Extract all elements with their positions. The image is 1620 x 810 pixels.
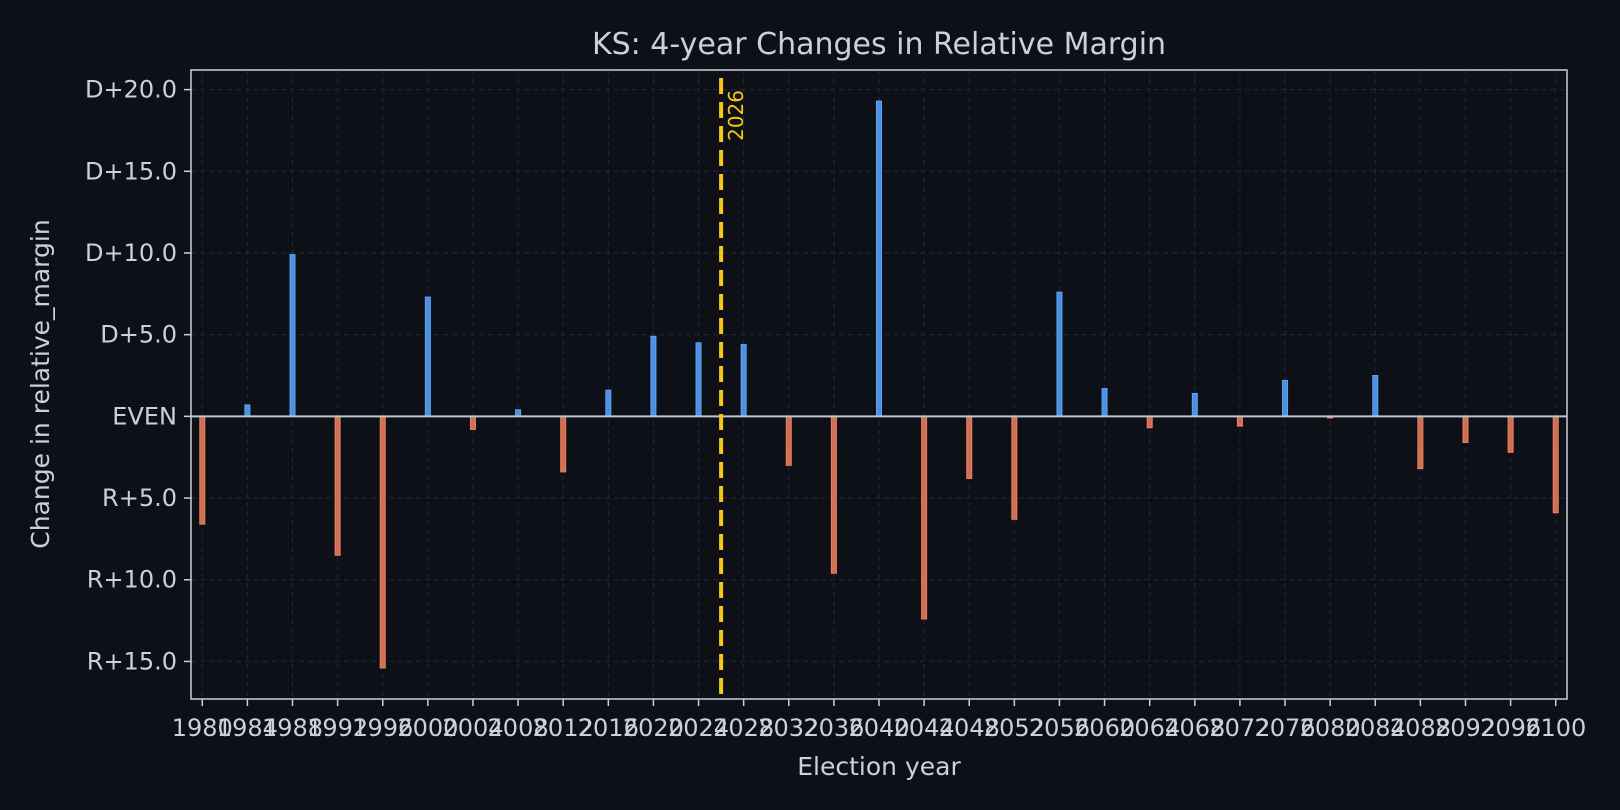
x-axis-label: Election year (797, 752, 961, 781)
bar-1988 (289, 254, 296, 417)
bar-2064 (1146, 415, 1153, 429)
bar-2060 (1101, 388, 1108, 417)
bar-2076 (1282, 379, 1289, 417)
bar-2096 (1507, 415, 1514, 453)
x-tick-label-2008: 2008 (488, 714, 549, 742)
x-tick-label-2044: 2044 (894, 714, 955, 742)
x-tick-label-2080: 2080 (1300, 714, 1361, 742)
bars (199, 100, 1559, 669)
x-tick-label-1996: 1996 (352, 714, 413, 742)
bar-2072 (1236, 415, 1243, 427)
x-tick-label-2076: 2076 (1254, 714, 1315, 742)
chart-title: KS: 4-year Changes in Relative Margin (592, 27, 1166, 62)
bar-2084 (1372, 375, 1379, 417)
x-tick-label-2020: 2020 (623, 714, 684, 742)
bar-2024 (695, 342, 702, 417)
x-tick-label-2060: 2060 (1074, 714, 1135, 742)
y-tick-label-6: D+15.0 (85, 157, 177, 185)
bar-2036 (830, 415, 837, 574)
x-tick-label-1988: 1988 (262, 714, 323, 742)
bar-2040 (876, 100, 882, 417)
bar-2092 (1462, 415, 1469, 443)
bar-2020 (650, 335, 657, 417)
bar-2032 (785, 415, 792, 466)
bar-2048 (966, 415, 973, 479)
x-tick-label-2024: 2024 (668, 714, 729, 742)
y-tick-label-3: EVEN (112, 402, 177, 430)
marker-label: 2026 (724, 90, 748, 141)
x-tick-label-2052: 2052 (984, 714, 1045, 742)
bar-2004 (469, 415, 476, 430)
bar-2028 (740, 343, 747, 417)
bar-2000 (424, 296, 431, 417)
x-tick-label-2004: 2004 (442, 714, 503, 742)
x-tick-label-1980: 1980 (172, 714, 233, 742)
bar-2068 (1191, 392, 1198, 417)
x-tick-label-2064: 2064 (1119, 714, 1180, 742)
x-tick-label-2028: 2028 (713, 714, 774, 742)
bar-1980 (199, 415, 206, 525)
bar-1996 (379, 415, 386, 669)
bar-1984 (244, 404, 251, 417)
y-axis-label: Change in relative_margin (26, 219, 55, 548)
y-tick-label-4: D+5.0 (100, 321, 177, 349)
bar-2012 (560, 415, 567, 473)
y-tick-label-0: R+15.0 (87, 647, 177, 675)
x-tick-label-2000: 2000 (397, 714, 458, 742)
bar-2044 (921, 415, 928, 620)
y-tick-label-7: D+20.0 (85, 76, 177, 104)
y-tick-label-1: R+10.0 (87, 566, 177, 594)
bar-2088 (1417, 415, 1424, 470)
x-tick-label-1992: 1992 (307, 714, 368, 742)
x-tick-label-2084: 2084 (1345, 714, 1406, 742)
x-tick-label-2096: 2096 (1480, 714, 1541, 742)
bar-1992 (334, 415, 341, 556)
x-tick-label-2100: 2100 (1525, 714, 1586, 742)
x-tick-label-2016: 2016 (578, 714, 639, 742)
bar-2052 (1011, 415, 1018, 520)
x-tick-label-2056: 2056 (1029, 714, 1090, 742)
x-tick-label-2092: 2092 (1435, 714, 1496, 742)
x-tick-label-2012: 2012 (533, 714, 594, 742)
x-tick-label-2036: 2036 (803, 714, 864, 742)
x-tick-label-2032: 2032 (758, 714, 819, 742)
y-tick-label-2: R+5.0 (102, 484, 177, 512)
bar-2056 (1056, 291, 1063, 417)
bar-2100 (1552, 415, 1559, 514)
x-tick-label-1984: 1984 (217, 714, 278, 742)
x-tick-label-2068: 2068 (1164, 714, 1225, 742)
y-axis-ticks: R+15.0 R+10.0 R+5.0 EVEN D+5.0 D+10.0 D+15.0 D+… (85, 76, 191, 675)
x-tick-label-2088: 2088 (1390, 714, 1451, 742)
x-tick-label-2040: 2040 (848, 714, 909, 742)
x-tick-label-2072: 2072 (1209, 714, 1270, 742)
x-tick-label-2048: 2048 (939, 714, 1000, 742)
x-axis-ticks: 1980198419881992199620002004200820122016… (172, 699, 1586, 742)
bar-2016 (605, 389, 612, 417)
y-tick-label-5: D+10.0 (85, 239, 177, 267)
